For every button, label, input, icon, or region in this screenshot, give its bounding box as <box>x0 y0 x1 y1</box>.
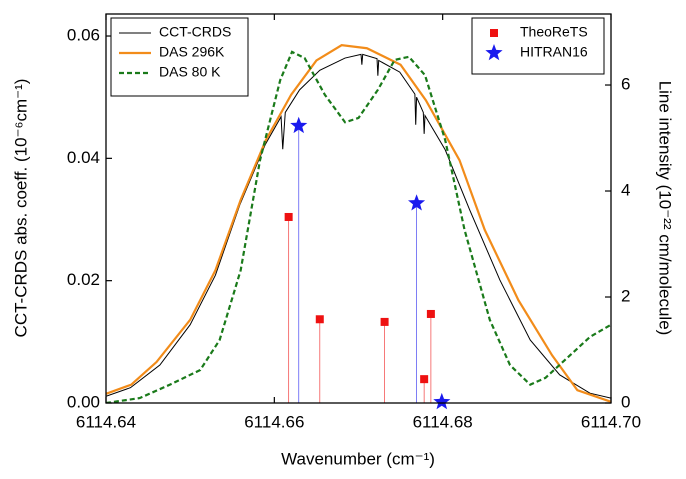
x-tick-label: 6114.66 <box>244 412 304 431</box>
y2-tick-label: 6 <box>621 75 630 94</box>
marker-star <box>433 392 451 410</box>
y-tick-label: 0.06 <box>67 26 100 45</box>
legend-swatch <box>485 44 503 61</box>
legend-label: HITRAN16 <box>520 44 588 60</box>
x-tick-label: 6114.70 <box>581 412 641 431</box>
x-tick-label: 6114.68 <box>413 412 473 431</box>
y2-tick-label: 4 <box>621 180 630 199</box>
legend-label: DAS 296K <box>159 44 225 60</box>
data-line <box>106 53 611 399</box>
x-tick-label: 6114.64 <box>76 412 136 431</box>
marker-square <box>380 317 389 326</box>
y-tick-label: 0.00 <box>67 392 100 411</box>
marker-star <box>290 116 308 134</box>
data-line <box>106 44 611 403</box>
marker-square <box>420 375 429 384</box>
legend-swatch <box>490 29 498 37</box>
plot-frame <box>105 13 612 404</box>
y-tick-label: 0.02 <box>67 270 100 289</box>
marker-star <box>408 194 426 211</box>
data-line <box>106 50 611 403</box>
y-axis-title: CCT-CRDS abs. coeff. (10⁻⁶cm⁻¹) <box>11 79 30 338</box>
y2-axis-title: Line intensity (10⁻²² cm/molecule) <box>656 81 675 336</box>
x-axis-title: Wavenumber (cm⁻¹) <box>281 449 435 468</box>
legend-label: CCT-CRDS <box>159 24 231 40</box>
y2-tick-label: 0 <box>621 392 630 411</box>
legend-label: TheoReTS <box>520 24 588 40</box>
legend-box <box>110 17 249 97</box>
plot-area <box>106 44 611 403</box>
y2-tick-label: 2 <box>621 286 630 305</box>
y-tick-label: 0.04 <box>67 148 100 167</box>
marker-square <box>315 315 324 324</box>
legend-label: DAS 80 K <box>159 64 221 80</box>
marker-square <box>284 212 293 221</box>
marker-square <box>426 309 435 318</box>
